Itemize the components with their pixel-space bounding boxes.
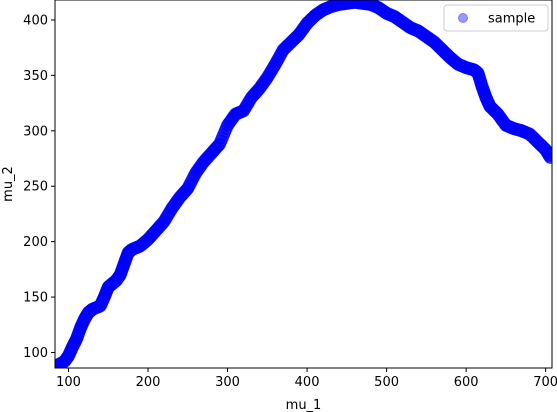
y-tick-label: 300 (23, 124, 48, 139)
plot-frame (54, 0, 553, 369)
x-tick-label: 700 (533, 375, 557, 390)
y-tick-label: 350 (23, 69, 48, 84)
x-axis-label: mu_1 (286, 398, 322, 412)
y-tick-label: 100 (23, 346, 48, 361)
x-tick-label: 500 (374, 375, 399, 390)
y-tick-label: 200 (23, 235, 48, 250)
y-tick-label: 400 (23, 13, 48, 28)
x-tick-label: 300 (215, 375, 240, 390)
x-tick-label: 100 (56, 375, 81, 390)
legend-box (443, 4, 549, 32)
y-tick-label: 250 (23, 180, 48, 195)
x-tick-label: 200 (136, 375, 161, 390)
y-tick-label: 150 (23, 291, 48, 306)
data-point (543, 150, 552, 164)
y-axis-label: mu_2 (1, 166, 16, 202)
legend-marker (458, 13, 468, 23)
legend-label: sample (488, 12, 535, 27)
x-tick-label: 600 (454, 375, 479, 390)
x-tick-label: 400 (295, 375, 320, 390)
sample-points (55, 0, 552, 368)
legend: sample (443, 4, 549, 32)
plot-area (55, 0, 552, 368)
